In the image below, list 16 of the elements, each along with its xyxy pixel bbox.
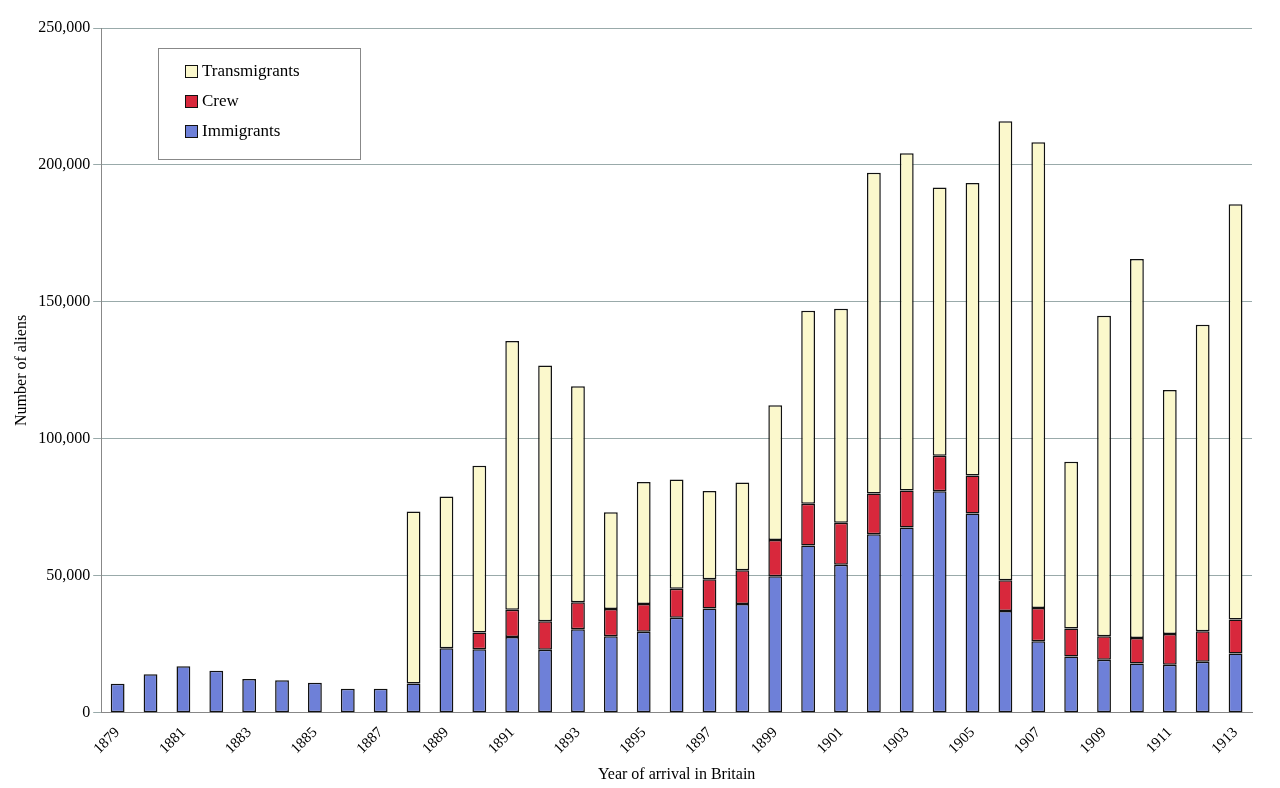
x-tick-label: 1911 xyxy=(1142,723,1175,756)
x-tick-label: 1881 xyxy=(155,723,189,757)
legend-label: Crew xyxy=(202,91,239,111)
y-tick-label: 0 xyxy=(82,703,91,721)
legend-label: Transmigrants xyxy=(202,61,300,81)
x-tick-label: 1893 xyxy=(550,723,583,757)
x-tick-label: 1891 xyxy=(484,723,518,757)
y-tick-label: 150,000 xyxy=(38,292,91,310)
y-tick-label: 50,000 xyxy=(46,566,91,584)
x-tick-label: 1901 xyxy=(813,723,846,757)
y-tick-label: 100,000 xyxy=(38,429,91,447)
y-tick-label: 200,000 xyxy=(38,155,91,173)
legend-label: Immigrants xyxy=(202,121,281,141)
x-axis-title: Year of arrival in Britain xyxy=(597,764,756,782)
y-tick-label: 250,000 xyxy=(38,18,91,36)
y-axis-title: Number of aliens xyxy=(11,314,29,426)
